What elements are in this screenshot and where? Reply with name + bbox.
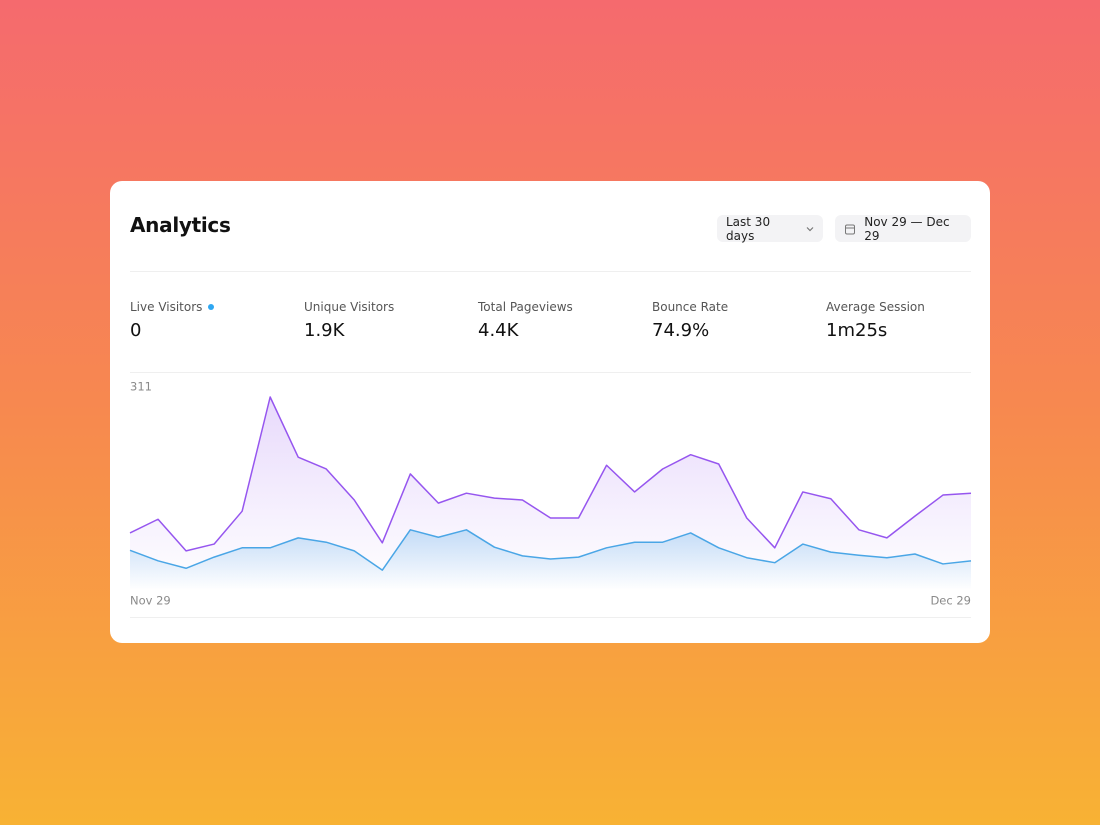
area-fill	[130, 397, 971, 590]
stat-label: Unique Visitors	[304, 300, 395, 314]
date-button[interactable]: Nov 29 — Dec 29	[835, 214, 971, 243]
divider	[130, 271, 971, 272]
stat: Total Pageviews 4.4K	[478, 300, 573, 341]
stat: Average Session 1m25s	[826, 300, 925, 341]
stat-label: Bounce Rate	[652, 300, 729, 314]
stat: Bounce Rate 74.9%	[652, 300, 728, 341]
line	[129, 529, 972, 571]
stat-label-row: Average Session	[826, 300, 925, 314]
stat-label: Live Visitors	[130, 300, 203, 314]
stat: Unique Visitors 1.9K	[304, 300, 394, 341]
divider	[130, 372, 971, 373]
x-tick-label: Nov 29	[130, 594, 171, 608]
stat-label-row: Live Visitors	[130, 300, 215, 314]
stat-label-row: Unique Visitors	[304, 300, 394, 314]
range-label: Last 30 days	[726, 214, 771, 243]
stat-value: 4.4K	[478, 320, 519, 341]
stat-value: 1m25s	[826, 320, 888, 341]
divider	[130, 617, 971, 618]
stat-label: Average Session	[826, 300, 925, 314]
stat-label-row: Total Pageviews	[478, 300, 573, 314]
range-button[interactable]: Last 30 days	[717, 214, 823, 243]
calendar-icon	[845, 224, 855, 234]
area-fill	[130, 529, 971, 590]
chart: 311 Nov 29 Dec 29	[129, 380, 972, 608]
analytics-card: Analytics Last 30 days Nov 29 — Dec 29 L…	[110, 181, 990, 643]
stat-value: 1.9K	[304, 320, 345, 341]
date-label: Nov 29 — Dec 29	[864, 214, 950, 243]
x-tick-label: Dec 29	[930, 594, 971, 608]
stat: Live Visitors 0	[130, 300, 215, 341]
chevron-icon	[806, 226, 814, 231]
stat-label: Total Pageviews	[478, 300, 573, 314]
title: Analytics	[130, 213, 231, 237]
stat-value: 0	[130, 320, 142, 341]
stat-label-row: Bounce Rate	[652, 300, 728, 314]
stat-value: 74.9%	[652, 320, 710, 341]
y-tick-label: 311	[130, 380, 152, 394]
live-dot	[208, 304, 215, 310]
line	[129, 396, 972, 552]
